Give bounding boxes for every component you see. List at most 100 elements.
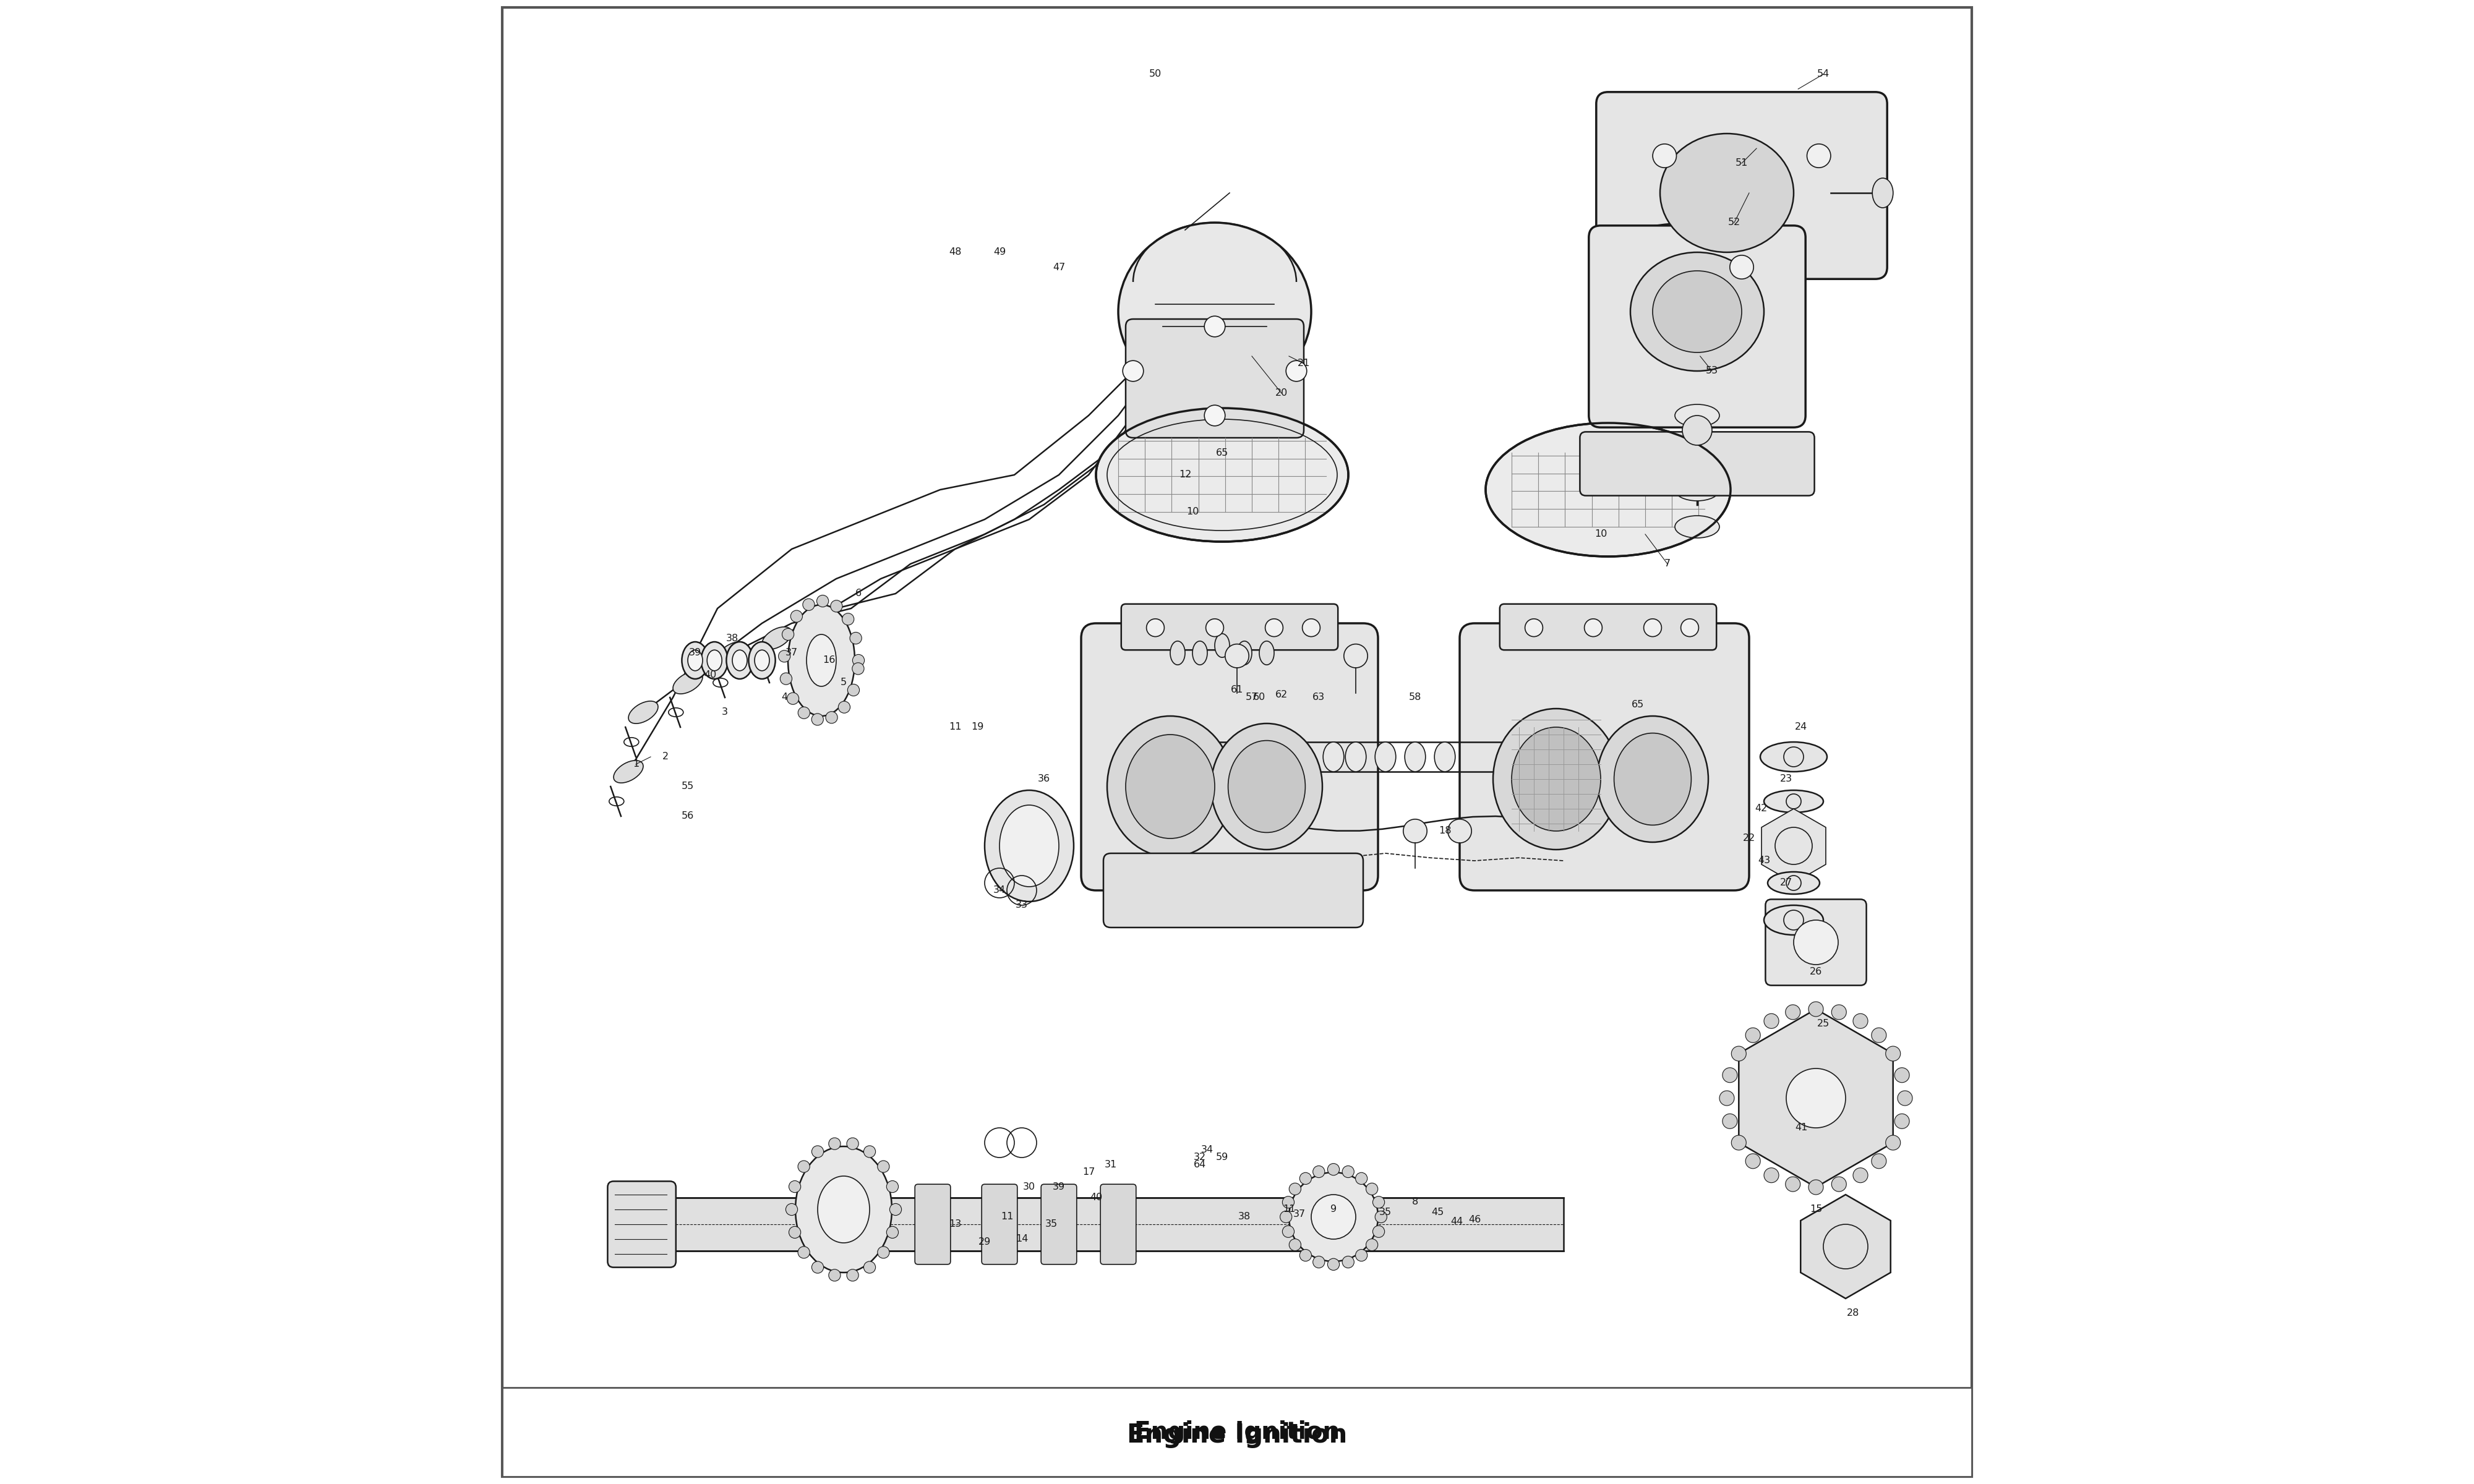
Circle shape xyxy=(816,595,829,607)
Text: 17: 17 xyxy=(1081,1168,1096,1177)
Circle shape xyxy=(1786,1177,1801,1192)
Ellipse shape xyxy=(999,804,1059,886)
Ellipse shape xyxy=(1512,727,1601,831)
Ellipse shape xyxy=(1435,742,1455,772)
Text: 35: 35 xyxy=(1044,1220,1059,1229)
Circle shape xyxy=(1831,1177,1846,1192)
Circle shape xyxy=(839,702,851,714)
Text: 6: 6 xyxy=(856,589,861,598)
Circle shape xyxy=(863,1261,876,1273)
Text: 36: 36 xyxy=(1037,775,1051,784)
Circle shape xyxy=(1680,619,1700,637)
Ellipse shape xyxy=(727,641,752,678)
Circle shape xyxy=(1831,1005,1846,1020)
Ellipse shape xyxy=(708,650,722,671)
Ellipse shape xyxy=(985,789,1074,901)
Text: 23: 23 xyxy=(1779,775,1794,784)
Ellipse shape xyxy=(683,641,708,678)
Circle shape xyxy=(1282,1196,1294,1208)
Circle shape xyxy=(826,711,839,723)
Circle shape xyxy=(1366,1239,1378,1251)
Circle shape xyxy=(799,1247,809,1258)
Circle shape xyxy=(1366,1183,1378,1195)
Text: 43: 43 xyxy=(1757,856,1771,865)
Circle shape xyxy=(1282,1226,1294,1238)
Text: 44: 44 xyxy=(1450,1217,1462,1226)
Circle shape xyxy=(1885,1046,1900,1061)
Ellipse shape xyxy=(1108,715,1232,856)
Ellipse shape xyxy=(1192,641,1207,665)
Ellipse shape xyxy=(762,626,792,650)
Ellipse shape xyxy=(614,760,643,784)
Text: 34: 34 xyxy=(1200,1146,1215,1155)
Circle shape xyxy=(829,1138,841,1150)
Text: 10: 10 xyxy=(1593,530,1608,539)
FancyBboxPatch shape xyxy=(1588,226,1806,427)
Circle shape xyxy=(841,613,854,625)
Ellipse shape xyxy=(1675,515,1719,537)
Ellipse shape xyxy=(1598,715,1707,841)
Circle shape xyxy=(849,684,858,696)
Circle shape xyxy=(891,1204,901,1215)
Circle shape xyxy=(1447,819,1472,843)
Ellipse shape xyxy=(755,650,769,671)
Text: 37: 37 xyxy=(784,649,799,657)
Circle shape xyxy=(1719,1091,1734,1106)
Text: 59: 59 xyxy=(1215,1153,1230,1162)
Text: 58: 58 xyxy=(1408,693,1423,702)
Ellipse shape xyxy=(1764,789,1823,813)
Ellipse shape xyxy=(1764,905,1823,935)
Circle shape xyxy=(1329,1258,1338,1270)
Text: Engine Ignition: Engine Ignition xyxy=(1126,1422,1348,1448)
Ellipse shape xyxy=(1096,408,1348,542)
Text: 38: 38 xyxy=(725,634,740,643)
Ellipse shape xyxy=(1766,871,1821,893)
Text: 40: 40 xyxy=(1089,1193,1103,1202)
Circle shape xyxy=(1747,1028,1761,1043)
Ellipse shape xyxy=(1311,1195,1356,1239)
Ellipse shape xyxy=(1675,404,1719,427)
Ellipse shape xyxy=(750,641,774,678)
Circle shape xyxy=(1145,619,1165,637)
Circle shape xyxy=(1376,1211,1388,1223)
Ellipse shape xyxy=(1170,641,1185,665)
Ellipse shape xyxy=(628,700,658,724)
Text: 55: 55 xyxy=(680,782,695,791)
Circle shape xyxy=(1314,1166,1324,1178)
Ellipse shape xyxy=(1675,442,1719,463)
Circle shape xyxy=(878,1160,888,1172)
Circle shape xyxy=(1895,1067,1910,1082)
Text: 9: 9 xyxy=(1331,1205,1336,1214)
Text: 19: 19 xyxy=(970,723,985,732)
Ellipse shape xyxy=(1660,134,1794,252)
Text: 52: 52 xyxy=(1727,218,1742,227)
Ellipse shape xyxy=(1630,252,1764,371)
Text: 60: 60 xyxy=(1252,693,1267,702)
Circle shape xyxy=(789,1226,802,1238)
Text: 39: 39 xyxy=(1051,1183,1066,1192)
Text: 1: 1 xyxy=(633,760,638,769)
FancyBboxPatch shape xyxy=(1596,92,1888,279)
Text: 32: 32 xyxy=(1192,1153,1207,1162)
Circle shape xyxy=(878,1247,888,1258)
FancyBboxPatch shape xyxy=(982,1184,1017,1264)
Ellipse shape xyxy=(807,634,836,686)
FancyBboxPatch shape xyxy=(1101,1184,1136,1264)
Text: 39: 39 xyxy=(688,649,703,657)
Text: 33: 33 xyxy=(1017,901,1029,910)
Circle shape xyxy=(799,706,809,718)
Ellipse shape xyxy=(1613,733,1692,825)
Circle shape xyxy=(1786,1005,1801,1020)
Circle shape xyxy=(886,1226,898,1238)
Text: 14: 14 xyxy=(1014,1235,1029,1244)
Text: 3: 3 xyxy=(722,708,727,717)
Circle shape xyxy=(811,1261,824,1273)
Circle shape xyxy=(779,650,789,662)
Text: 15: 15 xyxy=(1808,1205,1823,1214)
Text: 49: 49 xyxy=(992,248,1007,257)
Circle shape xyxy=(1786,1068,1846,1128)
Circle shape xyxy=(1895,1114,1910,1129)
Circle shape xyxy=(789,1181,802,1193)
Circle shape xyxy=(851,632,861,644)
Ellipse shape xyxy=(1215,634,1230,657)
